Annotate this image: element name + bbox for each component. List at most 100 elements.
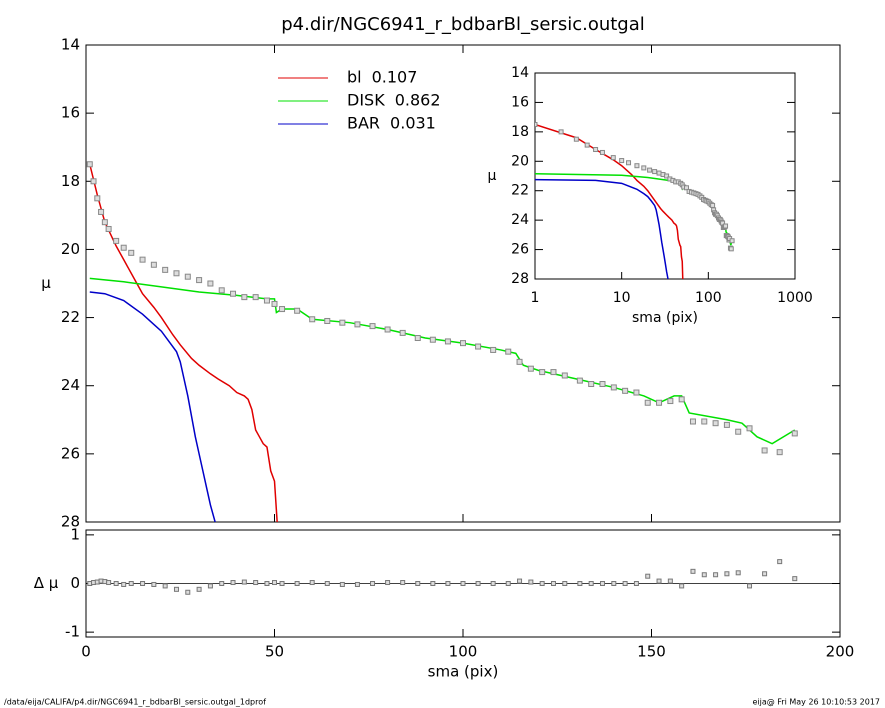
residual-point [667, 578, 673, 584]
residual-point [173, 586, 179, 592]
data-point [279, 306, 286, 313]
data-point [647, 167, 653, 173]
data-point [399, 329, 406, 336]
data-point [196, 277, 203, 284]
data-point [101, 219, 108, 226]
model-line [89, 164, 278, 522]
data-point [324, 317, 331, 324]
data-point [414, 335, 421, 342]
legend-name: bl [347, 68, 362, 87]
data-point [105, 225, 112, 232]
residual-point [701, 572, 707, 578]
residual-point [588, 581, 594, 586]
residual-point [475, 581, 481, 586]
data-point [94, 195, 101, 202]
data-point [652, 169, 658, 175]
residual-point [528, 579, 534, 585]
data-point [576, 377, 583, 384]
residual-point [241, 579, 247, 585]
y-tick-label: 24 [61, 376, 80, 394]
legend-fraction: 0.031 [390, 114, 436, 133]
data-point [120, 244, 127, 251]
data-point [354, 321, 361, 328]
data-point [539, 369, 546, 376]
x-axis-label: sma (pix) [632, 310, 698, 326]
x-tick-label: 1000 [777, 290, 813, 306]
residual-point [162, 583, 168, 589]
residual-point [385, 580, 391, 586]
x-axis-label: sma (pix) [428, 663, 499, 681]
y-tick-label: 20 [511, 153, 529, 169]
data-point [664, 173, 670, 179]
y-axis-label: μ [41, 274, 51, 292]
data-point [150, 261, 157, 268]
data-point [610, 384, 617, 391]
residual-point [611, 581, 617, 586]
residual-point [354, 581, 360, 587]
data-point [728, 246, 734, 252]
residual-point [230, 580, 236, 586]
data-point [369, 323, 376, 330]
data-point [599, 381, 606, 388]
residual-point [324, 581, 330, 586]
residual-point [550, 581, 556, 586]
y-tick-label: 28 [61, 513, 80, 531]
data-point [173, 270, 180, 277]
residual-point [724, 571, 730, 577]
residual-point [294, 581, 300, 586]
y-tick-label: 24 [511, 212, 529, 228]
residual-point [207, 583, 213, 589]
data-point [505, 348, 512, 355]
data-point [710, 202, 716, 208]
data-point [656, 399, 663, 406]
model-line [535, 178, 669, 279]
data-point [610, 155, 616, 161]
residual-point [747, 583, 753, 589]
residual-point [430, 581, 436, 586]
residual-point [106, 580, 112, 586]
residual-point [656, 578, 662, 584]
data-point [558, 129, 564, 135]
residual-point [445, 581, 451, 586]
data-point [791, 430, 798, 437]
y-tick-label: 0 [70, 574, 80, 592]
data-point [230, 290, 237, 297]
data-point [561, 372, 568, 379]
data-point [641, 165, 647, 171]
legend-name: BAR [347, 114, 380, 133]
data-point [490, 346, 497, 353]
data-point [460, 340, 466, 347]
y-tick-label: 14 [61, 36, 80, 54]
y-tick-label: 18 [511, 124, 529, 140]
data-point [527, 365, 534, 372]
data-point [644, 399, 651, 406]
data-point [633, 389, 640, 396]
data-point [678, 396, 685, 403]
data-point [622, 387, 629, 394]
y-axis-label: Δ μ [34, 574, 59, 592]
footer-path: /data/eija/CALIFA/p4.dir/NGC6941_r_bdbar… [4, 698, 266, 707]
residual-point [539, 581, 545, 586]
x-tick-label: 0 [81, 643, 91, 661]
residual-point [140, 581, 146, 586]
residual-point [562, 581, 568, 586]
data-point [550, 369, 557, 376]
data-point [701, 418, 708, 425]
data-point [776, 449, 783, 456]
residual-point [400, 580, 406, 586]
residual-point [151, 581, 157, 587]
data-point [746, 425, 753, 432]
residual-point [309, 580, 315, 586]
residual-point [196, 586, 202, 592]
chart-title: p4.dir/NGC6941_r_bdbarBl_sersic.outgal [281, 14, 645, 35]
legend-name: DISK [347, 91, 385, 110]
residual-point [415, 581, 421, 586]
residual-point [279, 581, 285, 586]
data-point [86, 161, 93, 168]
residual-point [690, 568, 696, 574]
residual-point [622, 581, 628, 586]
data-point [619, 158, 625, 164]
data-point [626, 160, 632, 166]
x-tick-label: 50 [265, 643, 284, 661]
